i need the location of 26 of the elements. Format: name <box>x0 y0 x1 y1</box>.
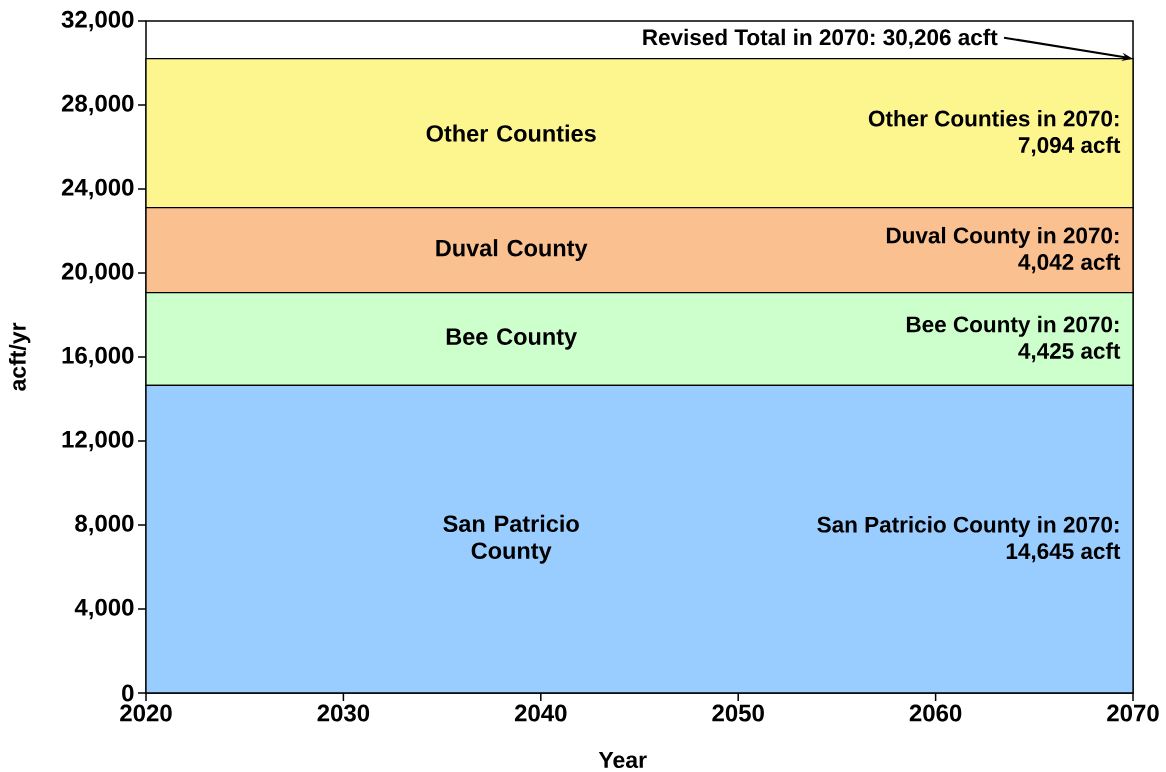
y-tick-label: 4,000 <box>74 598 134 620</box>
x-tick-label: 2020 <box>120 704 172 722</box>
y-tick-label: 16,000 <box>62 346 134 368</box>
y-tick-label: 32,000 <box>61 10 134 32</box>
x-tick-label: 2050 <box>712 704 764 722</box>
x-tick-label: 2040 <box>514 704 567 722</box>
x-axis-title: Year <box>598 751 647 769</box>
y-tick-label: 20,000 <box>61 262 134 284</box>
series-label: San Patricio County <box>443 514 579 564</box>
y-axis-title: acft/yr <box>8 322 31 391</box>
annotation: Other Counties in 2070: 7,094 acft <box>868 110 1121 157</box>
annotation: Revised Total in 2070: 30,206 acft <box>643 28 998 49</box>
x-tick-label: 2060 <box>909 704 962 722</box>
series-label: Other Counties <box>426 124 596 142</box>
annotation: Duval County in 2070: 4,042 acft <box>886 226 1121 274</box>
y-tick-label: 24,000 <box>61 178 134 200</box>
series-label: Duval County <box>436 239 588 262</box>
annotation: San Patricio County in 2070: 14,645 acft <box>817 516 1121 563</box>
y-tick-label: 0 <box>122 684 134 702</box>
annotation: Bee County in 2070: 4,425 acft <box>906 315 1121 363</box>
y-tick-label: 28,000 <box>61 94 134 116</box>
y-tick-label: 8,000 <box>75 514 134 536</box>
x-tick-label: 2030 <box>317 704 370 722</box>
series-label: Bee County <box>446 328 577 350</box>
x-tick-label: 2070 <box>1107 704 1159 722</box>
y-tick-label: 12,000 <box>62 430 134 452</box>
